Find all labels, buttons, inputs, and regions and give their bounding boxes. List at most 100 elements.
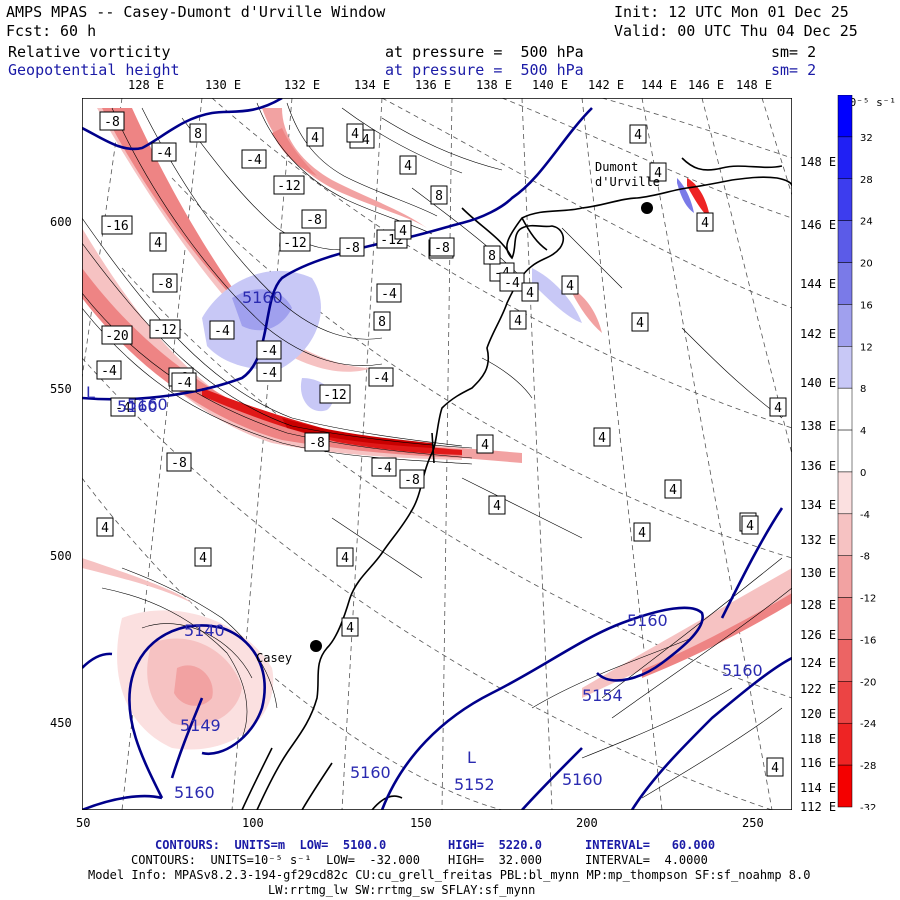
- vorticity-label-layer: -8-48-44-12-8-4-12-84-4-12-8-4-44-16-8-2…: [96, 111, 787, 777]
- colorbar-label: -16: [860, 635, 876, 646]
- colorbar-swatch: [837, 555, 853, 598]
- colorbar-swatch: [837, 220, 853, 263]
- svg-text:8: 8: [488, 249, 496, 264]
- right-axis-tick: 132 E: [800, 533, 837, 547]
- colorbar-label: 0: [860, 468, 866, 479]
- right-axis-tick: 142 E: [800, 327, 837, 341]
- colorbar: 32 28 24 20 16 12 8 4 0 -4 -8 -12 -16 -20 -24 -28 -32: [837, 95, 876, 810]
- valid-time: Valid: 00 UTC Thu 04 Dec 25: [614, 22, 858, 40]
- right-axis-tick: 148 E: [800, 155, 837, 169]
- vorticity-label: -4: [256, 340, 282, 360]
- svg-text:-8: -8: [404, 473, 420, 488]
- vorticity-contour-high: HIGH= 32.000: [448, 853, 542, 867]
- vorticity-label: 4: [631, 312, 649, 332]
- vorticity-label: -8: [152, 273, 178, 293]
- colorbar-swatch: [837, 262, 853, 305]
- x-axis-tick: 150: [410, 816, 432, 830]
- svg-text:-4: -4: [101, 364, 117, 379]
- vorticity-label: -4: [256, 362, 282, 382]
- vorticity-label: -4: [96, 360, 122, 380]
- vorticity-label: 4: [769, 397, 787, 417]
- svg-text:-4: -4: [261, 366, 277, 381]
- vorticity-label: -8: [399, 469, 425, 489]
- vorticity-contour-interval: INTERVAL= 4.0000: [585, 853, 708, 867]
- vorticity-label: 4: [149, 232, 167, 252]
- height-label: 5160: [242, 288, 283, 307]
- vorticity-label: 4: [509, 310, 527, 330]
- svg-text:4: 4: [514, 314, 522, 329]
- height-contour-info: CONTOURS: UNITS=m LOW= 5100.0: [155, 838, 387, 852]
- height-label: 5160: [722, 661, 763, 680]
- colorbar-swatch: [837, 722, 853, 766]
- colorbar-label: -20: [860, 677, 876, 688]
- vorticity-label: -8: [99, 111, 125, 131]
- height-label: 5149: [180, 716, 221, 735]
- top-axis-tick: 142 E: [588, 78, 625, 92]
- x-axis-tick: 250: [742, 816, 764, 830]
- vorticity-label: 4: [696, 212, 714, 232]
- vorticity-label: -8: [301, 209, 327, 229]
- svg-text:4: 4: [638, 526, 646, 541]
- vorticity-label: -20: [101, 325, 133, 345]
- svg-text:-8: -8: [434, 241, 450, 256]
- colorbar-swatch: [837, 387, 853, 431]
- vorticity-label: -8: [339, 237, 365, 257]
- height-label: 5140: [184, 621, 225, 640]
- height-contour-interval: INTERVAL= 60.000: [585, 838, 716, 852]
- svg-text:-12: -12: [277, 179, 300, 194]
- svg-text:-12: -12: [323, 388, 346, 403]
- svg-text:4: 4: [634, 128, 642, 143]
- colorbar-swatch: [837, 597, 853, 640]
- right-axis-tick: 120 E: [800, 707, 837, 721]
- svg-text:4: 4: [746, 519, 754, 534]
- plot-title: AMPS MPAS -- Casey-Dumont d'Urville Wind…: [6, 3, 386, 21]
- height-label: 5160: [627, 611, 668, 630]
- y-axis-tick: 600: [50, 215, 72, 229]
- colorbar-label: 32: [860, 133, 873, 144]
- vorticity-label: 4: [394, 220, 412, 240]
- svg-text:8: 8: [194, 127, 202, 142]
- colorbar-swatch: [837, 429, 853, 473]
- x-axis-tick: 100: [242, 816, 264, 830]
- vorticity-label: 4: [741, 515, 759, 535]
- top-axis-tick: 134 E: [354, 78, 391, 92]
- svg-text:4: 4: [669, 483, 677, 498]
- right-axis-tick: 114 E: [800, 781, 837, 795]
- colorbar-label: 8: [860, 384, 866, 395]
- vorticity-label: -16: [101, 215, 133, 235]
- svg-text:4: 4: [351, 127, 359, 142]
- colorbar-label: -24: [860, 719, 876, 730]
- vorticity-label: 8: [430, 185, 448, 205]
- top-axis-tick: 136 E: [415, 78, 452, 92]
- vorticity-label: 4: [629, 124, 647, 144]
- casey-label: Casey: [256, 651, 293, 665]
- svg-text:-4: -4: [246, 153, 262, 168]
- vorticity-label: -4: [376, 283, 402, 303]
- svg-text:4: 4: [341, 551, 349, 566]
- model-info-line2: LW:rrtmg_lw SW:rrtmg_sw SFLAY:sf_mynn: [268, 883, 536, 897]
- svg-text:4: 4: [636, 316, 644, 331]
- vorticity-label: -12: [149, 319, 181, 339]
- top-axis-tick: 138 E: [476, 78, 513, 92]
- svg-text:-8: -8: [344, 241, 360, 256]
- vorticity-contour-info: CONTOURS: UNITS=10⁻⁵ s⁻¹ LOW= -32.000: [131, 853, 420, 867]
- svg-text:-4: -4: [176, 376, 192, 391]
- svg-text:8: 8: [435, 189, 443, 204]
- vorticity-label: 4: [664, 479, 682, 499]
- height-label: 5160: [127, 395, 168, 414]
- height-label: 5160: [562, 770, 603, 789]
- svg-text:-4: -4: [115, 401, 131, 416]
- right-axis-tick: 124 E: [800, 656, 837, 670]
- svg-text:-4: -4: [376, 461, 392, 476]
- vorticity-label: 4: [336, 547, 354, 567]
- colorbar-label: -32: [860, 803, 876, 810]
- init-time: Init: 12 UTC Mon 01 Dec 25: [614, 3, 849, 21]
- vorticity-label: -4: [151, 142, 177, 162]
- vorticity-label: 4: [306, 127, 324, 147]
- svg-text:4: 4: [399, 224, 407, 239]
- model-info: Model Info: MPASv8.2.3-194-gf29cd82c CU:…: [88, 868, 811, 882]
- height-label: 5152: [454, 775, 495, 794]
- dumont-label: Dumont: [595, 160, 639, 174]
- svg-text:-16: -16: [105, 219, 128, 234]
- forecast-label: Fcst:: [6, 22, 52, 40]
